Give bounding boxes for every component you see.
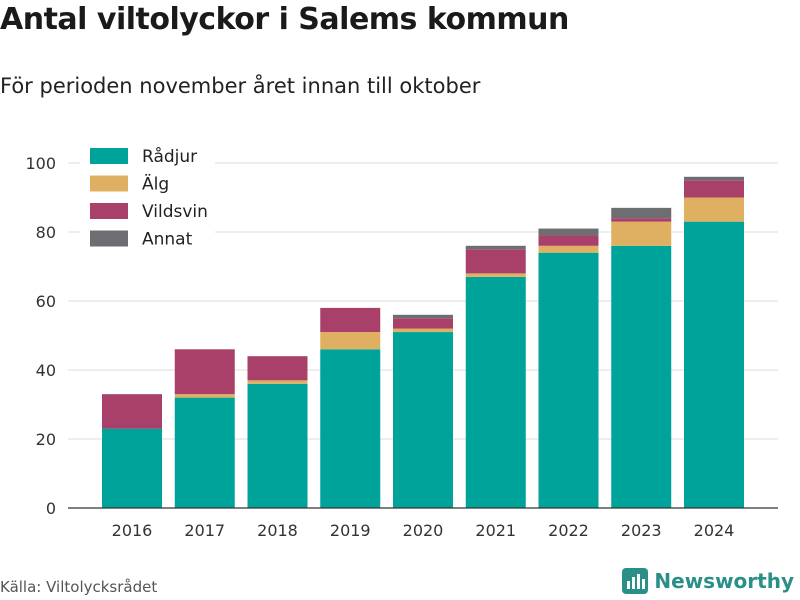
legend: Rådjur Älg Vildsvin Annat	[80, 140, 215, 258]
x-tick-label: 2019	[330, 521, 371, 540]
bar-segment-vildsvin-2016	[102, 394, 162, 429]
bar-segment-vildsvin-2022	[538, 235, 599, 246]
bar-segment-älg-2017	[174, 394, 235, 398]
bar-segment-älg-2018	[247, 380, 308, 384]
bars	[102, 176, 744, 509]
brand-name: Newsworthy	[654, 569, 794, 593]
bar-segment-rådjur-2020	[393, 332, 453, 508]
x-tick-label: 2023	[621, 521, 662, 540]
bar-segment-vildsvin-2019	[320, 307, 381, 333]
source-note: Källa: Viltolycksrådet	[0, 578, 158, 596]
x-tick-label: 2020	[403, 521, 444, 540]
bar-segment-vildsvin-2023	[611, 218, 672, 222]
y-tick-label: 40	[36, 361, 56, 380]
y-tick-label: 0	[46, 499, 56, 518]
y-tick-label: 80	[36, 223, 56, 242]
bar-segment-vildsvin-2024	[684, 180, 744, 198]
x-tick-label: 2017	[184, 521, 225, 540]
bar-segment-vildsvin-2018	[247, 356, 308, 381]
bar-segment-annat-2020	[393, 314, 453, 319]
bar-segment-vildsvin-2017	[174, 349, 235, 395]
bar-segment-älg-2023	[611, 221, 672, 246]
bar-segment-älg-2021	[465, 273, 526, 277]
bar-segment-rådjur-2019	[320, 349, 381, 508]
legend-label-vildsvin: Vildsvin	[142, 202, 208, 222]
legend-label-annat: Annat	[142, 230, 193, 250]
bar-segment-rådjur-2017	[174, 397, 235, 508]
legend-swatch-rådjur	[90, 148, 128, 164]
x-tick-label: 2018	[257, 521, 298, 540]
bar-segment-rådjur-2018	[247, 383, 308, 508]
newsworthy-logo-icon	[622, 568, 649, 594]
legend-swatch-vildsvin	[90, 203, 128, 219]
chart-subtitle: För perioden november året innan till ok…	[0, 74, 481, 98]
x-tick-label: 2024	[694, 521, 735, 540]
bar-segment-älg-2022	[538, 245, 599, 253]
legend-swatch-älg	[90, 175, 128, 192]
stacked-bar-chart: 0 20 40 60 80 100 2016 2017 2018 2019 2020 2021 2022…	[25, 140, 778, 540]
bar-segment-rådjur-2022	[538, 252, 599, 508]
bar-segment-rådjur-2021	[465, 276, 526, 508]
bar-segment-annat-2024	[684, 176, 744, 181]
legend-label-rådjur: Rådjur	[142, 146, 197, 167]
bar-segment-älg-2020	[393, 328, 453, 333]
bar-segment-annat-2022	[538, 228, 599, 236]
legend-label-älg: Älg	[142, 174, 169, 195]
bar-segment-rådjur-2016	[102, 428, 162, 508]
bar-segment-vildsvin-2020	[393, 318, 453, 329]
x-tick-label: 2016	[112, 521, 153, 540]
bar-segment-älg-2024	[684, 197, 744, 222]
axes: 0 20 40 60 80 100 2016 2017 2018 2019 2020 2021 2022…	[25, 154, 778, 540]
bar-segment-rådjur-2023	[611, 245, 672, 509]
bar-segment-vildsvin-2021	[465, 249, 526, 274]
chart-title: Antal viltolyckor i Salems kommun	[0, 2, 569, 37]
y-tick-label: 60	[36, 292, 56, 311]
x-tick-label: 2021	[475, 521, 516, 540]
legend-swatch-annat	[90, 230, 128, 247]
bar-segment-älg-2019	[320, 332, 381, 350]
bar-segment-annat-2023	[611, 207, 672, 219]
bar-segment-annat-2021	[465, 245, 526, 250]
bar-segment-rådjur-2024	[684, 221, 744, 508]
y-tick-label: 100	[25, 154, 56, 173]
x-tick-label: 2022	[548, 521, 589, 540]
y-tick-label: 20	[36, 430, 56, 449]
brand-logo: Newsworthy	[622, 568, 794, 594]
